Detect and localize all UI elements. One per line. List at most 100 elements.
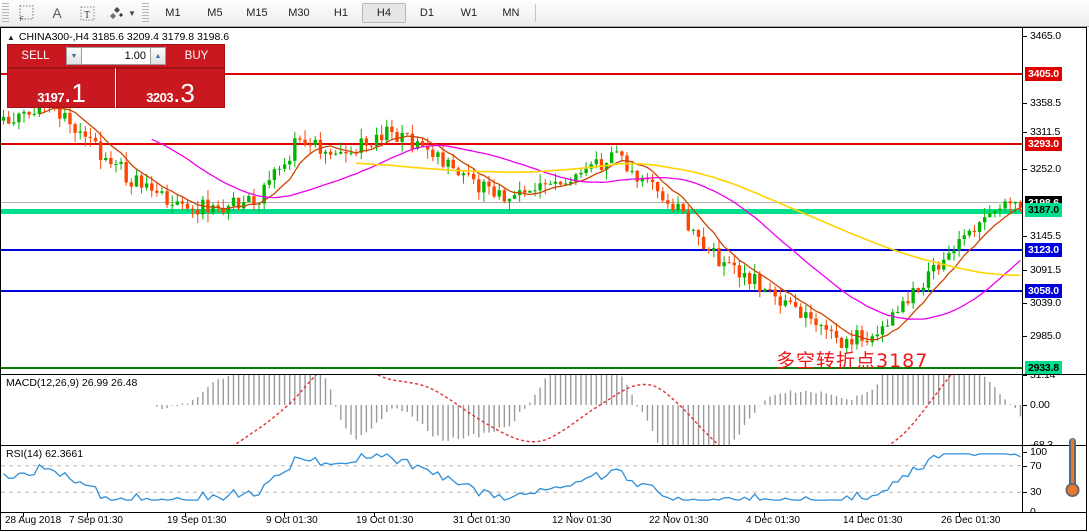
time-axis-label: 28 Aug 2018	[5, 515, 62, 526]
time-axis-label: 31 Oct 01:30	[453, 515, 511, 526]
time-axis-tick	[861, 513, 862, 517]
price-level-badge[interactable]: 3058.0	[1025, 283, 1062, 298]
time-axis-tick	[374, 513, 375, 517]
time-axis-tick	[284, 513, 285, 517]
volume-decrement-button[interactable]: ▼	[66, 47, 82, 65]
timeframe-m5[interactable]: M5	[207, 7, 223, 19]
time-axis-tick	[471, 513, 472, 517]
collapse-triangle-icon[interactable]: ▲	[7, 32, 15, 42]
toolbar-grip-1[interactable]	[2, 3, 9, 23]
svg-text:F: F	[20, 17, 24, 22]
price-level-badge[interactable]: 2933.8	[1025, 361, 1062, 374]
price-axis-tick	[1023, 302, 1027, 304]
price-axis-label: 3091.5	[1030, 263, 1061, 276]
timeframe-h1[interactable]: H1	[333, 7, 348, 19]
price-axis-label: 2985.0	[1030, 330, 1061, 343]
timeframe-m30[interactable]: M30	[288, 7, 310, 19]
rsi-axis-tick	[1023, 492, 1027, 494]
rsi-axis-label: 0	[1030, 506, 1036, 513]
time-axis-label: 19 Sep 01:30	[167, 515, 227, 526]
price-pane[interactable]: 多空转折点3187 3465.0 3405.0 3358.5 3311.5 3293.0…	[1, 28, 1086, 375]
price-level-line[interactable]	[1, 72, 1023, 75]
price-axis-tick	[1023, 269, 1027, 271]
price-axis-tick	[1023, 169, 1027, 171]
price-axis-tick	[1023, 236, 1027, 238]
toolbar-separator	[534, 4, 536, 22]
rsi-pane[interactable]: 100 70 30 0 RSI(14) 62.3661	[1, 446, 1086, 513]
price-axis[interactable]: 3465.03405.03358.53311.53293.03252.03198…	[1022, 28, 1086, 374]
text-label-icon[interactable]: A	[42, 2, 72, 24]
timeframe-m15[interactable]: M15	[246, 7, 268, 19]
time-axis[interactable]: 28 Aug 2018 7 Sep 01:30 19 Sep 01:30 9 Oct …	[1, 513, 1086, 530]
price-axis-label: 3145.5	[1030, 230, 1061, 243]
macd-pane[interactable]: 51.14 0.00 -68.3 MACD(12,26,9) 26.99 26.48	[1, 375, 1086, 446]
price-axis-tick	[1023, 36, 1027, 38]
symbol-header: ▲ CHINA300-,H4 3185.6 3209.4 3179.8 3198…	[7, 31, 229, 43]
svg-text:T: T	[84, 10, 90, 21]
rsi-axis-label: 100	[1030, 446, 1047, 458]
timeframe-d1[interactable]: D1	[419, 7, 434, 19]
rsi-plot-area[interactable]	[1, 446, 1023, 512]
price-level-line[interactable]	[1, 367, 1023, 370]
chart-scroll-thermometer-icon[interactable]	[1062, 438, 1082, 524]
timeframe-mn[interactable]: MN	[502, 7, 520, 19]
objects-icon[interactable]	[102, 2, 132, 24]
rsi-series-canvas	[1, 452, 1023, 501]
main-toolbar: F A T ▼ M1 M5 M15 M30 H1 H4 D1 W1	[0, 0, 1089, 27]
price-axis-label: 3252.0	[1030, 163, 1061, 176]
volume-stepper[interactable]: ▼ 1.00 ▲	[63, 44, 169, 68]
crosshair-icon[interactable]: F	[12, 2, 42, 24]
time-axis-label: 19 Oct 01:30	[356, 515, 414, 526]
macd-series-canvas	[156, 375, 1022, 445]
price-level-line[interactable]	[1, 209, 1023, 215]
chart-annotation-text: 多空转折点3187	[776, 350, 929, 372]
price-level-line[interactable]	[1, 289, 1023, 292]
time-axis-tick	[667, 513, 668, 517]
price-level-badge[interactable]: 3187.0	[1025, 203, 1062, 218]
macd-axis-tick	[1023, 375, 1027, 376]
macd-plot-area[interactable]	[1, 375, 1023, 445]
volume-input[interactable]: 1.00	[82, 47, 150, 65]
rsi-axis-label: 30	[1030, 486, 1042, 499]
volume-increment-button[interactable]: ▲	[150, 47, 166, 65]
time-axis-label: 26 Dec 01:30	[941, 515, 1001, 526]
text-box-icon[interactable]: T	[72, 2, 102, 24]
price-level-badge[interactable]: 3123.0	[1025, 243, 1062, 258]
price-axis-tick	[1023, 102, 1027, 104]
price-plot-area[interactable]: 多空转折点3187	[1, 28, 1023, 374]
objects-dropdown-caret-icon[interactable]: ▼	[128, 8, 136, 18]
time-axis-label: 22 Nov 01:30	[649, 515, 709, 526]
macd-axis-tick	[1023, 404, 1027, 406]
toolbar-grip-2[interactable]	[141, 3, 149, 23]
buy-button[interactable]: BUY	[169, 44, 225, 68]
macd-axis-label: -68.3	[1030, 439, 1053, 446]
timeframe-h4[interactable]: H4	[361, 3, 406, 23]
sell-button[interactable]: SELL	[7, 44, 63, 68]
price-level-line[interactable]	[1, 142, 1023, 145]
sell-price-decimal: .1	[64, 78, 86, 108]
price-axis-label: 3465.0	[1030, 30, 1061, 43]
timeframe-m1[interactable]: M1	[165, 7, 181, 19]
time-axis-label: 12 Nov 01:30	[552, 515, 612, 526]
time-axis-tick	[959, 513, 960, 517]
text-label-glyph: A	[52, 5, 62, 21]
price-level-badge[interactable]: 3293.0	[1025, 136, 1062, 151]
rsi-axis-tick	[1023, 452, 1027, 453]
timeframe-w1[interactable]: W1	[460, 7, 478, 19]
buy-price-display[interactable]: 3203 .3	[116, 68, 225, 108]
sell-price-display[interactable]: 3197 .1	[7, 68, 116, 108]
time-axis-label: 14 Dec 01:30	[843, 515, 903, 526]
one-click-trade-panel[interactable]: SELL ▼ 1.00 ▲ BUY 3197 .1 3203 .3	[7, 44, 225, 108]
price-level-line[interactable]	[1, 201, 1023, 203]
time-axis-tick	[87, 513, 88, 517]
price-level-badge[interactable]: 3405.0	[1025, 66, 1062, 81]
buy-price-decimal: .3	[173, 78, 195, 108]
macd-axis-label: 51.14	[1030, 375, 1056, 381]
rsi-title: RSI(14) 62.3661	[6, 448, 84, 460]
rsi-axis-label: 70	[1030, 459, 1042, 472]
trade-panel-top-row: SELL ▼ 1.00 ▲ BUY	[7, 44, 225, 68]
rsi-axis-tick	[1023, 465, 1027, 467]
chart-frame: 多空转折点3187 3465.0 3405.0 3358.5 3311.5 3293.0…	[0, 27, 1087, 531]
price-level-line[interactable]	[1, 249, 1023, 252]
